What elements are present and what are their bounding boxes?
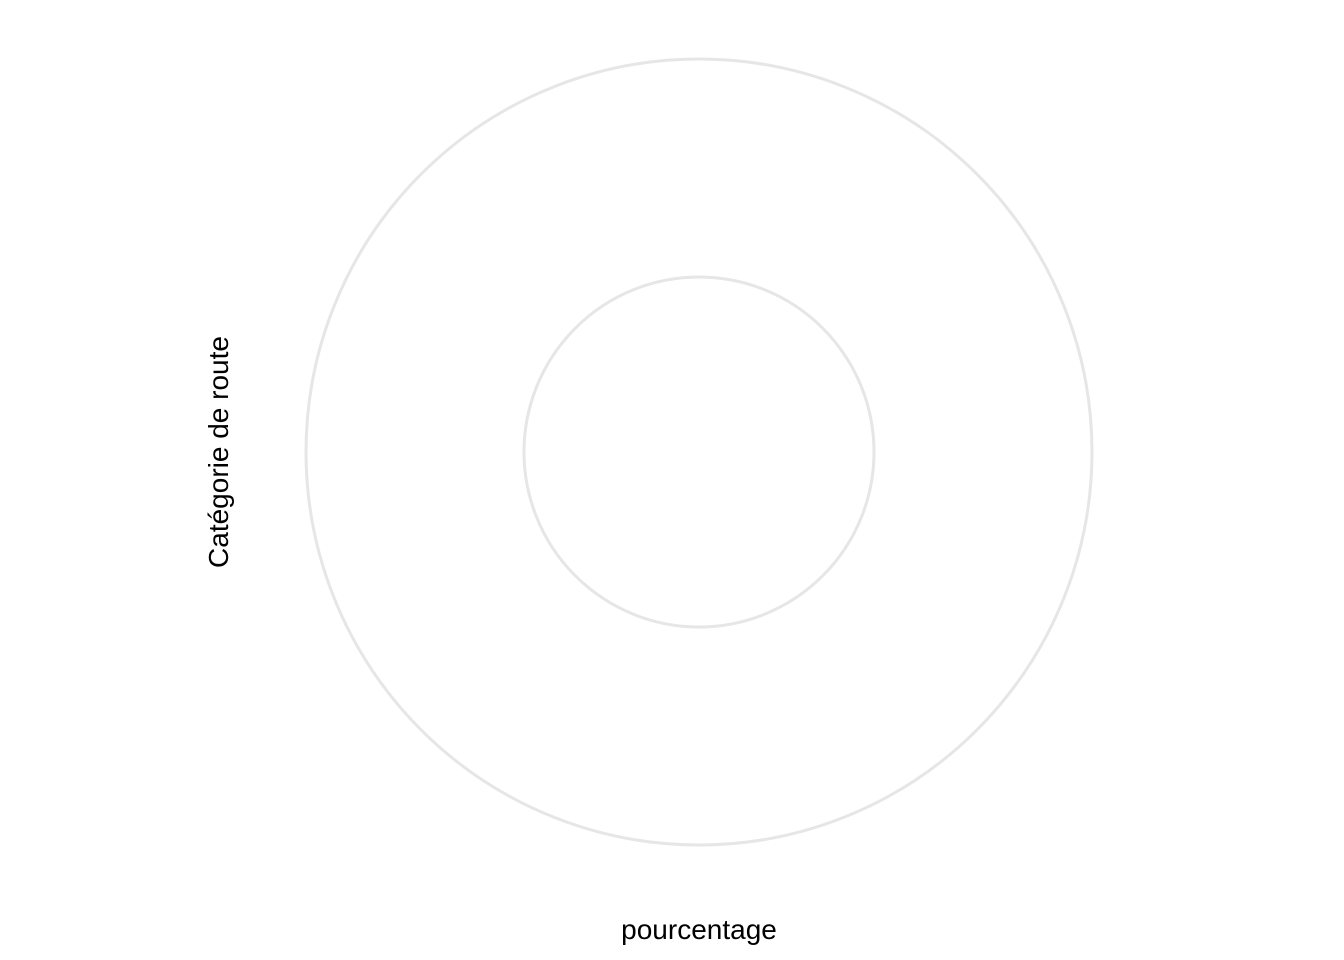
grid-ring-outer bbox=[304, 57, 1094, 847]
x-axis-title: pourcentage bbox=[621, 914, 777, 945]
polar-grid bbox=[304, 57, 1094, 847]
grid-ring-inner bbox=[522, 275, 876, 629]
y-axis-title: Catégorie de route bbox=[203, 336, 234, 568]
